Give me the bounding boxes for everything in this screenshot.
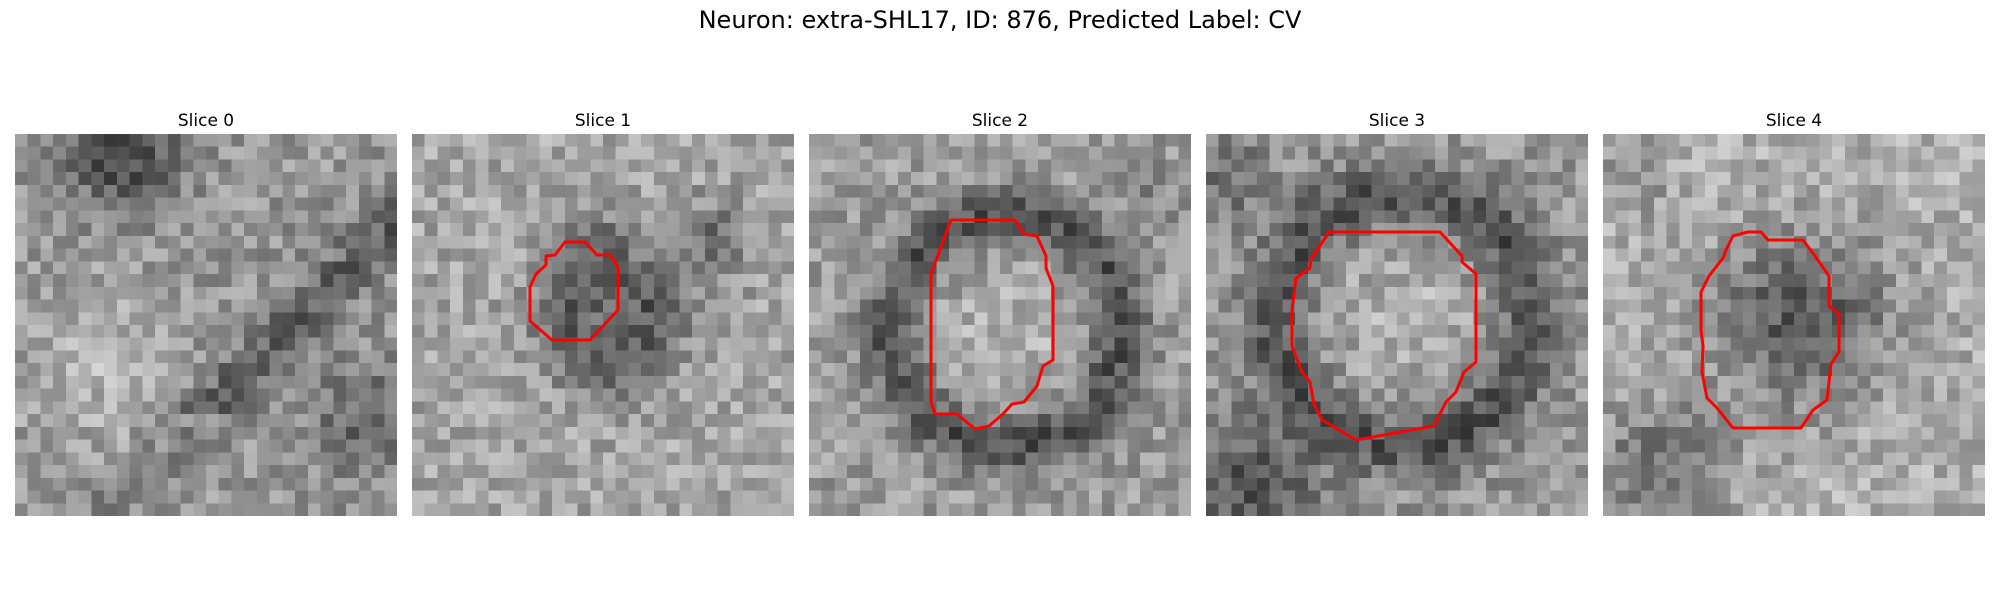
slice-panel-0: Slice 0	[15, 108, 397, 516]
slice-title: Slice 4	[1765, 111, 1823, 131]
slice-title: Slice 2	[971, 111, 1029, 131]
slice-panel-4: Slice 4	[1603, 108, 1985, 516]
roi-contour	[1699, 230, 1841, 430]
slice-image	[15, 134, 397, 516]
roi-contour	[528, 240, 620, 342]
slice-image	[1603, 134, 1985, 516]
figure-title: Neuron: extra-SHL17, ID: 876, Predicted …	[698, 6, 1302, 34]
slice-title: Slice 0	[177, 111, 235, 131]
roi-contour	[929, 218, 1055, 431]
slice-title: Slice 1	[574, 111, 632, 131]
slice-panel-3: Slice 3	[1206, 108, 1588, 516]
roi-contour	[1290, 230, 1478, 442]
slice-image	[1206, 134, 1588, 516]
slice-panel-1: Slice 1	[412, 108, 794, 516]
slice-image	[809, 134, 1191, 516]
slice-panel-2: Slice 2	[809, 108, 1191, 516]
slice-title: Slice 3	[1368, 111, 1426, 131]
